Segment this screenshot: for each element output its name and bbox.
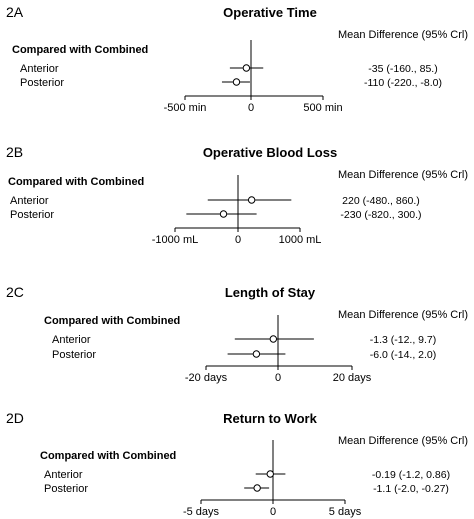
point-estimate: [219, 210, 228, 218]
panel-title: Operative Time: [223, 5, 317, 20]
x-tick-label: 0: [248, 102, 254, 114]
ci-text: -110 (-220., -8.0): [364, 77, 442, 89]
column-header: Mean Difference (95% Crl): [338, 309, 468, 321]
panel-title: Return to Work: [223, 411, 317, 426]
ci-text: -230 (-820., 300.): [340, 209, 421, 221]
panel-label: 2C: [6, 284, 24, 300]
panel-title: Operative Blood Loss: [203, 145, 337, 160]
ci-text: -1.1 (-2.0, -0.27): [373, 483, 449, 495]
x-tick-label: -20 days: [185, 372, 228, 384]
group-label: Compared with Combined: [40, 450, 176, 462]
panel-label: 2A: [6, 4, 24, 20]
forest-panel: 2C Length of Stay Mean Difference (95% Crl…: [6, 284, 468, 384]
point-estimate: [269, 335, 278, 343]
row-label: Posterior: [10, 209, 54, 221]
x-tick-label: 5 days: [329, 506, 362, 518]
x-tick-label: -500 min: [164, 102, 207, 114]
panel-title: Length of Stay: [225, 285, 316, 300]
ci-text: -0.19 (-1.2, 0.86): [372, 469, 450, 481]
column-header: Mean Difference (95% Crl): [338, 169, 468, 181]
point-estimate: [242, 64, 251, 72]
x-tick-label: 0: [270, 506, 276, 518]
row-label: Anterior: [44, 469, 83, 481]
point-estimate: [247, 196, 256, 204]
row-label: Posterior: [44, 483, 88, 495]
row-label: Posterior: [20, 77, 64, 89]
forest-panel: 2D Return to Work Mean Difference (95% Crl…: [6, 410, 468, 518]
x-tick-label: 20 days: [333, 372, 372, 384]
x-tick-label: -5 days: [183, 506, 220, 518]
group-label: Compared with Combined: [44, 315, 180, 327]
column-header: Mean Difference (95% Crl): [338, 435, 468, 447]
group-label: Compared with Combined: [12, 44, 148, 56]
row-label: Anterior: [10, 195, 49, 207]
row-label: Anterior: [20, 63, 59, 75]
x-tick-label: -1000 mL: [152, 234, 198, 246]
ci-text: -35 (-160., 85.): [368, 63, 437, 75]
row-label: Posterior: [52, 349, 96, 361]
x-tick-label: 1000 mL: [279, 234, 322, 246]
x-tick-label: 0: [235, 234, 241, 246]
panel-label: 2B: [6, 144, 23, 160]
row-label: Anterior: [52, 334, 91, 346]
point-estimate: [266, 470, 274, 478]
ci-text: -1.3 (-12., 9.7): [370, 334, 437, 346]
ci-text: 220 (-480., 860.): [342, 195, 420, 207]
x-tick-label: 500 min: [303, 102, 342, 114]
x-tick-label: 0: [275, 372, 281, 384]
point-estimate: [253, 484, 261, 492]
forest-panel: 2A Operative Time Mean Difference (95% Crl…: [6, 4, 468, 114]
ci-text: -6.0 (-14., 2.0): [370, 349, 437, 361]
panel-label: 2D: [6, 410, 24, 426]
point-estimate: [232, 78, 241, 86]
column-header: Mean Difference (95% Crl): [338, 29, 468, 41]
group-label: Compared with Combined: [8, 176, 144, 188]
point-estimate: [252, 350, 261, 358]
